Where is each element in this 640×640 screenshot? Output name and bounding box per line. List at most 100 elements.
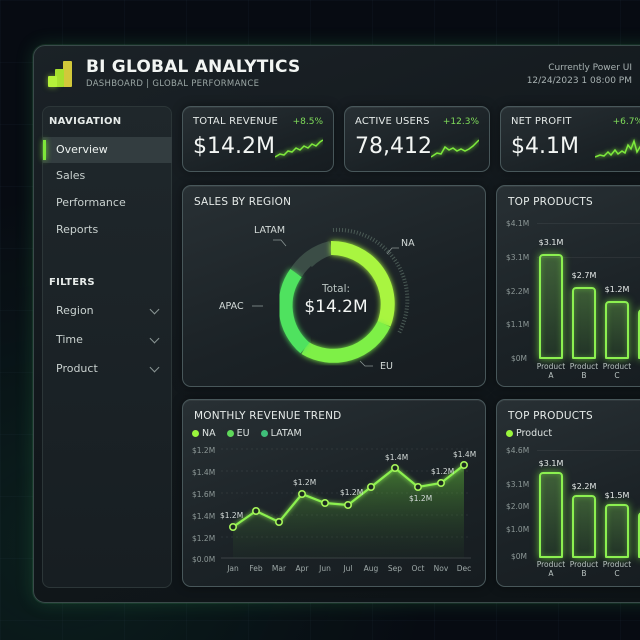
legend-item-latam[interactable]: LATAM [260,428,302,439]
kpi-card-total-revenue[interactable]: TOTAL REVENUE +8.5% $14.2M [182,106,334,172]
app-title: BI GLOBAL ANALYTICS [86,57,301,77]
legend-dot-icon [192,429,199,437]
donut-center-value: $14.2M [304,297,368,317]
card-title: MONTHLY REVENUE TREND [194,410,342,422]
point-label: $1.2M [293,478,317,487]
sparkline-icon [595,138,640,158]
filters-section-title: FILTERS [49,277,95,288]
datetime: 12/24/2023 1 08:00 PM [526,76,632,86]
bar-category: Product A [536,362,566,380]
kpi-delta: +6.7% [612,117,640,127]
y-tick: $3.1M [506,253,530,262]
point-label: $1.4M [453,450,477,459]
y-tick: $1.4M [192,468,216,477]
y-tick: $0M [511,354,528,363]
donut-label-latam: LATAM [254,225,286,236]
donut-center-label: Total: [321,283,351,295]
x-tick: Jun [319,564,331,573]
chevron-down-icon [149,333,160,344]
bar-product-d[interactable] [638,309,640,359]
y-tick: $4.1M [506,219,530,228]
point-label: $1.2M [340,488,364,497]
bar-product-a[interactable] [539,472,563,558]
card-title: SALES BY REGION [194,196,292,208]
donut-label-apac: APAC [219,301,244,312]
bar-product-c[interactable] [605,504,629,558]
y-tick: $1.2M [192,446,216,455]
chevron-down-icon [149,304,160,315]
bar-category: P [630,560,640,569]
filter-label: Time [56,333,83,346]
bar-chart-logo-icon [48,59,74,87]
bar-category: Product B [569,560,599,578]
sidebar-item-sales[interactable]: Sales [56,169,86,182]
bar-product-a[interactable] [539,254,563,359]
filter-region-dropdown[interactable]: Region [43,299,172,323]
bar-value: $ [630,293,640,302]
legend-dot-icon [226,429,234,437]
sidebar: NAVIGATION Overview Sales Performance Re… [42,106,172,588]
legend-dot-icon [506,429,513,437]
bar-product-b[interactable] [572,495,596,558]
monthly-revenue-trend-card: MONTHLY REVENUE TREND NA EU LATAM $1.2M … [182,399,486,587]
kpi-value: $4.1M [511,134,579,159]
app-subtitle: DASHBOARD | GLOBAL PERFORMANCE [86,79,260,89]
donut-chart[interactable] [251,218,421,378]
y-tick: $1.2M [192,534,216,543]
x-tick: Nov [433,564,449,573]
y-tick: $1.0M [506,525,530,534]
bar-product-c[interactable] [605,301,629,359]
line-chart[interactable] [221,445,481,565]
bar-category: Product C [602,560,632,578]
sidebar-item-overview[interactable]: Overview [43,137,172,163]
chevron-down-icon [149,362,160,373]
x-tick: Apr [295,564,309,573]
sidebar-item-performance[interactable]: Performance [56,196,126,209]
x-tick: Sep [387,564,403,573]
kpi-card-active-users[interactable]: ACTIVE USERS +12.3% 78,412 [344,106,490,172]
sales-by-region-card: SALES BY REGION LATA [182,185,486,387]
point-label: $1.2M [409,494,433,503]
kpi-title: ACTIVE USERS [355,116,430,127]
x-tick: Aug [363,564,379,573]
filter-time-dropdown[interactable]: Time [43,328,172,352]
top-products-card: TOP PRODUCTS $4.1M $3.1M $2.2M $1.1M $0M… [496,185,640,387]
bar-value: $3.1M [538,238,564,247]
kpi-value: $14.2M [193,134,275,159]
sparkline-icon [275,139,323,158]
status-text: Currently Power UI [548,63,632,73]
bar-plot [537,400,640,558]
bar-product-d[interactable] [638,512,640,558]
kpi-title: NET PROFIT [511,116,572,127]
bar-value: $2.2M [571,482,597,491]
dashboard-window: BI GLOBAL ANALYTICS DASHBOARD | GLOBAL P… [33,45,640,603]
kpi-title: TOTAL REVENUE [193,116,279,127]
bar-value: $2.7M [571,271,597,280]
x-tick: Mar [271,564,287,573]
x-tick: Oct [411,564,425,573]
bar-category: Product C [602,362,632,380]
sparkline-icon [431,139,479,158]
filter-label: Product [56,362,98,375]
sidebar-item-reports[interactable]: Reports [56,223,99,236]
kpi-card-net-profit[interactable]: NET PROFIT +6.7% $4.1M [500,106,640,172]
bar-product-b[interactable] [572,287,596,359]
y-tick: $1.4M [192,512,216,521]
x-tick: Jul [343,564,353,573]
y-tick: $2.2M [506,287,530,296]
bar-plot [537,186,640,359]
x-tick: Dec [456,564,472,573]
legend-item-na[interactable]: NA [192,428,216,439]
filter-product-dropdown[interactable]: Product [43,357,172,381]
chart-legend[interactable]: Product [506,428,552,439]
header: BI GLOBAL ANALYTICS DASHBOARD | GLOBAL P… [34,46,640,101]
legend-item-eu[interactable]: EU [226,428,250,439]
point-label: $1.4M [385,453,409,462]
y-tick: $3.1M [506,480,530,489]
y-tick: $4.6M [506,446,530,455]
bar-category: Product A [536,560,566,578]
y-tick: $2.0M [506,502,530,511]
kpi-value: 78,412 [355,134,432,159]
bar-category: Pr [630,362,640,371]
bar-value: $1.5M [604,491,630,500]
